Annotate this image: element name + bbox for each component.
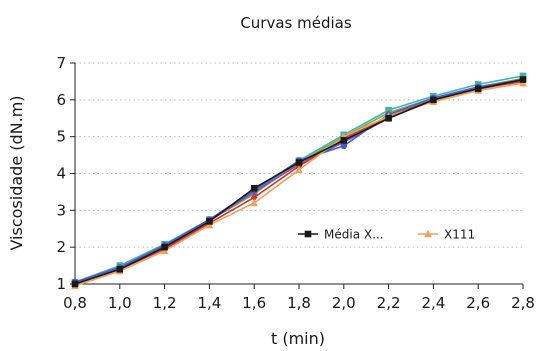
x-tick-label: 1,2	[153, 294, 177, 312]
legend-marker	[424, 229, 432, 238]
y-tick-label: 2	[56, 238, 66, 256]
chart-title: Curvas médias	[240, 14, 352, 32]
data-point	[206, 218, 213, 225]
x-tick-label: 1,6	[242, 294, 266, 312]
data-point	[250, 193, 258, 202]
legend-label: Média X...	[324, 228, 384, 242]
series-line	[74, 78, 524, 285]
data-point	[519, 76, 527, 83]
y-tick-label: 3	[56, 201, 66, 219]
series-4	[71, 76, 527, 286]
series-6	[71, 75, 527, 287]
x-axis-title: t (min)	[271, 329, 325, 348]
data-point	[340, 137, 348, 144]
x-tick-label: 1,8	[287, 294, 311, 312]
data-point	[250, 198, 258, 207]
y-tick-label: 5	[56, 128, 66, 146]
legend-label: X111	[444, 228, 475, 242]
data-point	[430, 96, 437, 104]
series-line	[74, 78, 524, 285]
data-point	[295, 165, 303, 174]
data-point	[385, 114, 392, 122]
series-group	[71, 72, 527, 290]
x-tick-label: 2,4	[421, 294, 445, 312]
data-point	[295, 159, 303, 166]
x-tick-label: 2,2	[377, 294, 401, 312]
x-tick-label: 1,0	[108, 294, 132, 312]
y-tick-label: 4	[56, 165, 66, 183]
legend-marker	[304, 230, 312, 238]
series-line	[74, 75, 524, 283]
x-tick-label: 2,8	[511, 294, 535, 312]
series-line	[74, 80, 524, 285]
axes: 1 2 3 4 5 6 7 0,8 1,0 1,2 1,4 1,6 1,8 2,0 2,2 2,4 2,6 2,8	[56, 54, 534, 312]
legend-item: X111	[418, 228, 475, 242]
data-point	[474, 85, 482, 93]
x-tick-label: 2,6	[466, 294, 490, 312]
series-1	[71, 76, 527, 288]
x-tick-label: 1,4	[197, 294, 221, 312]
data-point	[340, 142, 348, 150]
series-line	[74, 78, 524, 283]
series-line	[74, 77, 524, 285]
data-point	[161, 243, 168, 251]
data-point	[116, 265, 124, 273]
data-point	[71, 280, 79, 288]
y-tick-label: 7	[56, 54, 66, 72]
legend-item: Média X...	[298, 228, 384, 242]
y-tick-label: 6	[56, 91, 66, 109]
x-tick-label: 2,0	[332, 294, 356, 312]
data-point	[250, 184, 258, 192]
x-tick-label: 0,8	[63, 294, 87, 312]
series-7	[71, 72, 527, 286]
y-tick-label: 1	[56, 275, 66, 293]
legend: Média X... X111	[298, 228, 475, 242]
y-axis-title: Viscosidade (dN.m)	[7, 95, 26, 250]
